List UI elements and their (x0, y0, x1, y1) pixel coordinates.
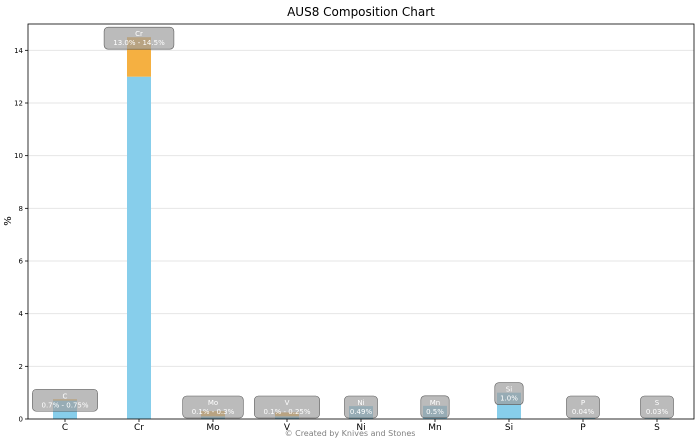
annotation-element: V (285, 399, 290, 407)
y-tick-label: 8 (19, 205, 23, 213)
y-tick-label: 10 (14, 152, 23, 160)
y-axis-label: % (3, 216, 14, 226)
annotation-element: Cr (135, 30, 143, 38)
annotation-box (103, 26, 175, 50)
x-tick-label: V (284, 423, 291, 433)
x-tick-label: Cr (134, 423, 144, 433)
annotation-element: Si (506, 386, 512, 394)
y-tick-label: 0 (19, 416, 23, 424)
x-tick-label: C (62, 423, 68, 433)
annotation-range: 0.1% - 0.25% (264, 408, 311, 416)
annotation-range: 0.7% - 0.75% (42, 401, 89, 409)
annotation-box (32, 388, 98, 412)
annotation-c: C0.7% - 0.75% (32, 388, 98, 412)
y-tick-label: 12 (14, 100, 23, 108)
annotation-range: 0.49% (350, 408, 373, 416)
annotation-range: 0.1% - 0.3% (192, 408, 235, 416)
annotation-box (494, 382, 524, 405)
annotation-element: Ni (357, 399, 364, 407)
x-axis-ticks: C Cr Mo V Ni Mn Si P S (62, 419, 660, 433)
annotation-box (344, 395, 378, 419)
bar-p (571, 417, 595, 419)
bar-cr (127, 76, 151, 420)
annotation-element: C (63, 392, 68, 400)
annotation-p: P0.04% (566, 395, 600, 419)
annotation-box (640, 395, 674, 419)
annotation-s: S0.03% (640, 395, 674, 419)
y-tick-label: 4 (19, 310, 24, 318)
y-tick-label: 14 (14, 47, 23, 55)
annotation-range: 0.5% (426, 408, 444, 416)
annotation-element: Mo (208, 399, 218, 407)
annotation-box (420, 395, 450, 419)
annotation-si: Si1.0% (494, 382, 524, 405)
annotation-box (566, 395, 600, 419)
x-tick-label: S (654, 423, 660, 433)
x-tick-label: Ni (356, 423, 365, 433)
x-tick-label: P (580, 423, 586, 433)
annotation-range: 0.03% (646, 408, 669, 416)
y-axis-ticks: 0 2 4 6 8 10 12 14 (14, 47, 28, 424)
annotation-ni: Ni0.49% (344, 395, 378, 419)
annotation-element: P (581, 399, 585, 407)
y-tick-label: 6 (19, 258, 24, 266)
annotation-box (182, 395, 244, 419)
annotation-range: 13.0% - 14.5% (113, 39, 165, 47)
footer-credit: © Created by Knives and Stones (285, 429, 416, 438)
y-tick-label: 2 (19, 363, 23, 371)
x-tick-label: Mn (428, 423, 441, 433)
x-tick-label: Mo (206, 423, 220, 433)
annotation-mn: Mn0.5% (420, 395, 450, 419)
annotation-element: S (655, 399, 660, 407)
annotation-range: 0.04% (572, 408, 595, 416)
x-tick-label: Si (505, 423, 513, 433)
chart-title: AUS8 Composition Chart (287, 5, 435, 19)
bars (53, 37, 669, 420)
annotation-element: Mn (430, 399, 440, 407)
annotation-mo: Mo0.1% - 0.3% (182, 395, 244, 419)
annotation-box (254, 395, 320, 419)
annotation-v: V0.1% - 0.25% (254, 395, 320, 419)
annotation-range: 1.0% (500, 395, 518, 403)
